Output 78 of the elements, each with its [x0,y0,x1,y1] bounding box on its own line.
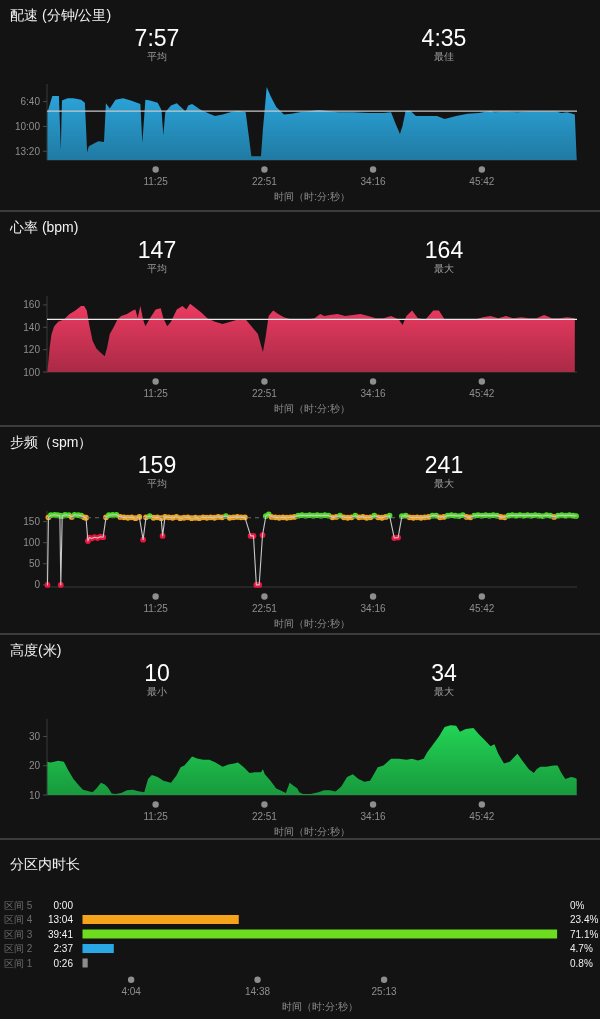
chart-title: 步频（spm） [10,434,93,450]
text: 平均 [147,478,167,489]
x-axis-title: 时间（时:分:秒） [274,617,350,629]
y-tick-label: 区间 4 [4,914,33,925]
x-tick-label: 45:42 [469,810,495,822]
y-tick-label: 6:40 [20,96,41,108]
y-tick-label: 区间 3 [4,928,33,940]
x-tick-label: 22:51 [251,387,278,399]
x-axis-title: 时间（时:分:秒） [274,825,350,837]
bar [82,929,558,939]
text: 164 [424,237,464,263]
x-tick-label: 22:51 [251,602,278,614]
x-tick-label: 34:16 [360,175,386,187]
data-label: 0:00 [53,899,74,911]
data-label: 13:04 [47,914,74,925]
y-tick-label: 30 [28,731,41,743]
x-tick-label: 34:16 [360,810,386,822]
y-tick-label: 140 [23,321,41,333]
x-tick-label: 11:25 [143,810,169,822]
x-tick-label: 22:51 [251,810,278,822]
x-tick-label: 45:42 [469,602,495,614]
y-tick-label: 10 [28,789,41,801]
y-tick-label: 100 [23,537,41,549]
text: 7:57 [134,25,180,51]
y-tick-label: 150 [23,516,41,528]
text: 平均 [147,263,167,274]
text: 4.7% [570,943,593,954]
x-tick-label: 4:04 [121,985,142,997]
text: 23.4% [570,914,599,925]
text: 4:35 [421,25,467,51]
y-tick-label: 120 [23,344,41,356]
x-tick-label: 11:25 [143,387,169,399]
y-tick-label: 50 [28,558,41,570]
text: 最佳 [434,51,454,62]
chart-title: 配速 (分钟/公里) [10,7,112,23]
y-tick-label: 13:20 [14,145,41,157]
x-axis-title: 时间（时:分:秒） [282,1000,358,1012]
text: 147 [137,237,177,263]
text: 最大 [434,478,454,489]
text: 最大 [434,686,454,697]
text: 10 [144,660,170,686]
chart-title: 高度(米) [10,642,62,658]
y-tick-label: 20 [28,760,41,772]
chart-title: 分区内时长 [10,856,80,872]
y-tick-label: 10:00 [14,120,41,132]
x-tick-label: 34:16 [360,602,386,614]
x-tick-label: 11:25 [143,175,169,187]
x-tick-label: 11:25 [143,602,169,614]
y-tick-label: 0 [34,579,41,591]
bar [82,915,239,924]
data-label: 0:26 [53,957,74,969]
x-tick-label: 14:38 [244,985,271,997]
y-tick-label: 区间 5 [4,899,33,911]
text: 159 [137,452,177,478]
y-tick-label: 100 [23,366,41,378]
chart-title: 心率 (bpm) [10,219,79,235]
x-tick-label: 34:16 [360,387,386,399]
x-tick-label: 45:42 [469,175,495,187]
text: 34 [431,660,457,686]
text: 71.1% [570,928,599,940]
text: 最小 [147,686,167,697]
text: 最大 [434,263,454,274]
text: 0% [570,899,585,911]
x-tick-label: 45:42 [469,387,495,399]
x-axis-title: 时间（时:分:秒） [274,190,350,202]
text: 平均 [147,51,167,62]
data-label: 2:37 [53,943,74,954]
text: 0.8% [570,957,593,969]
y-tick-label: 区间 1 [4,957,33,969]
bar [82,944,114,953]
x-axis-title: 时间（时:分:秒） [274,402,350,414]
data-label: 39:41 [47,928,74,940]
text: 241 [424,452,464,478]
x-tick-label: 22:51 [251,175,278,187]
y-tick-label: 160 [23,299,41,311]
x-tick-label: 25:13 [371,985,398,997]
bar [82,958,88,968]
y-tick-label: 区间 2 [4,943,33,954]
